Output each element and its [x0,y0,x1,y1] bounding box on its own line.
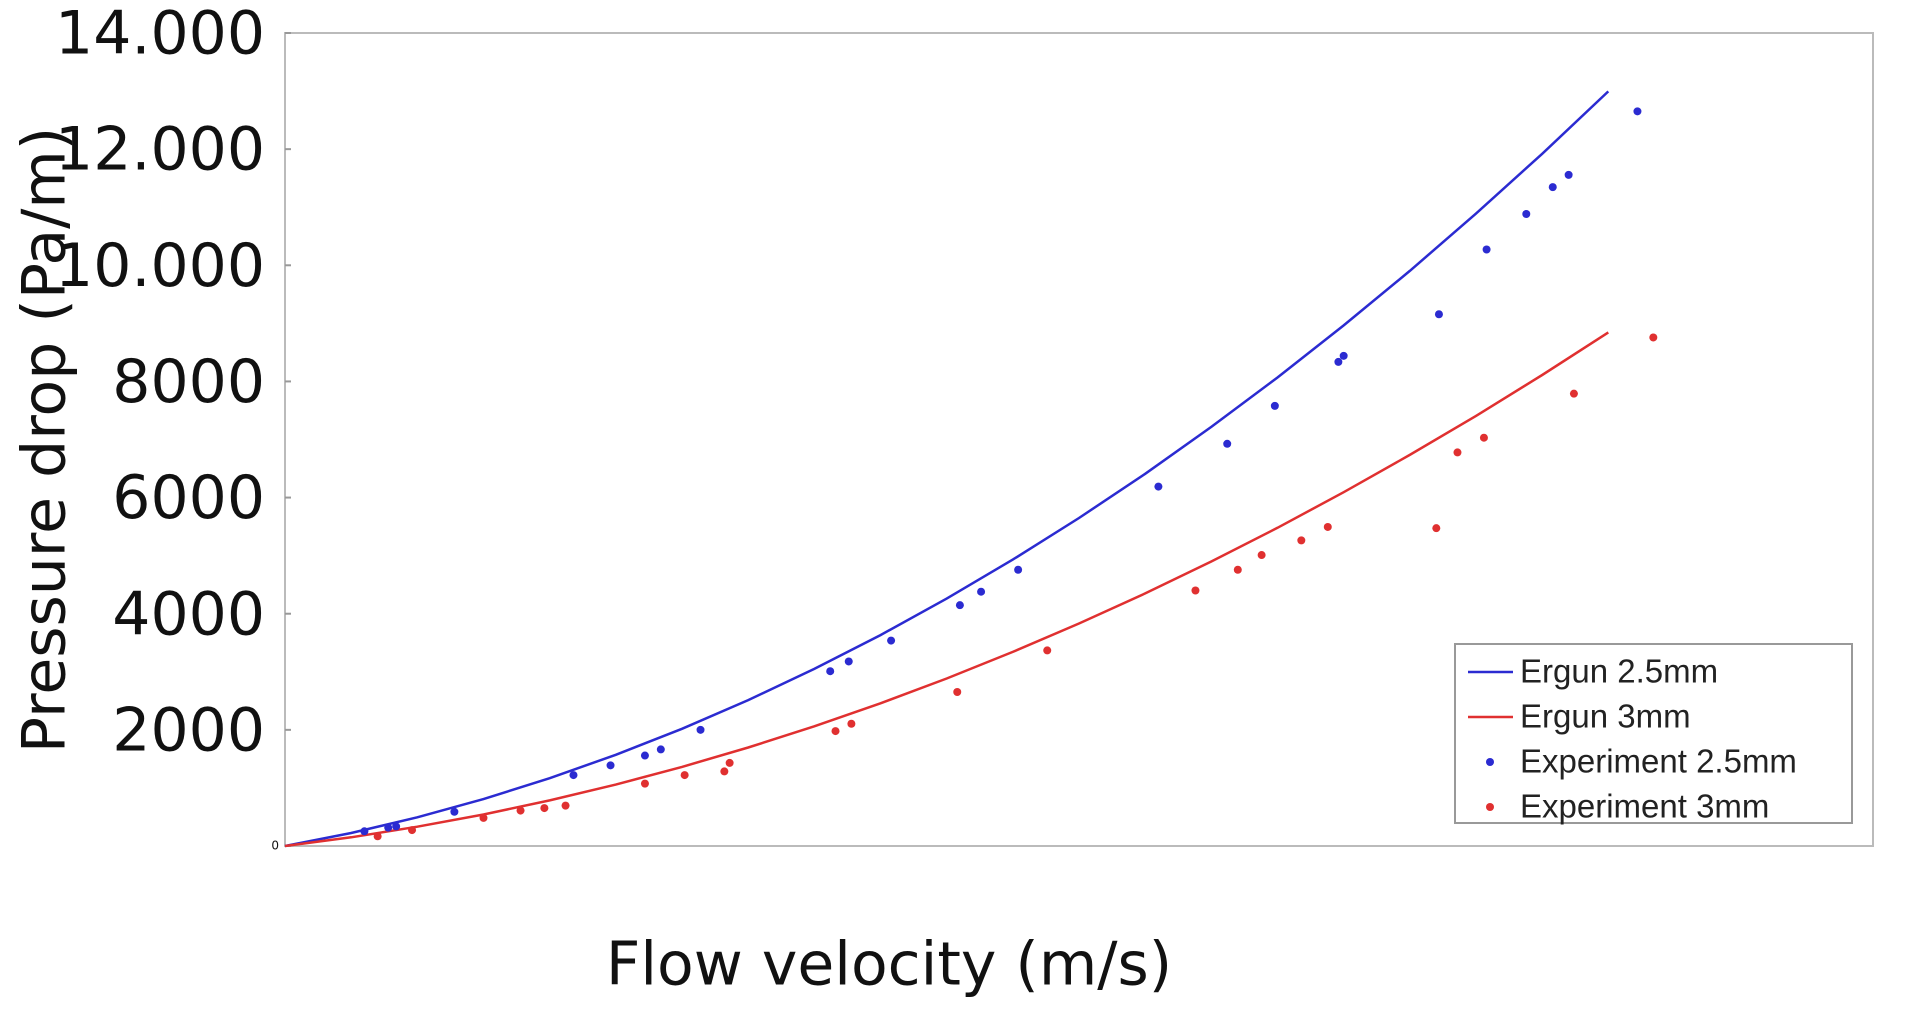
data-point [1223,439,1232,448]
legend-box [1454,643,1853,824]
legend-label: Ergun 3mm [1520,698,1691,735]
data-point [392,822,401,831]
data-point [1334,357,1343,366]
data-point [953,687,962,696]
y-tick-label: 12.000 [55,115,265,185]
data-point [1297,536,1306,545]
data-point [540,804,549,813]
data-point [1014,565,1023,574]
data-point [680,771,689,780]
x-axis-title: Flow velocity (m/s) [606,930,1172,1000]
data-point [1434,310,1443,319]
y-axis-title: Pressure drop (Pa/m) [10,127,80,753]
data-point [844,657,853,666]
plot-frame [284,32,1874,847]
data-point [1633,107,1642,116]
data-point [1233,565,1242,574]
data-point [887,636,896,645]
data-point [1257,551,1266,560]
data-point [1270,401,1279,410]
data-point [1569,389,1578,398]
data-point [373,832,382,841]
data-point [1479,433,1488,442]
y-tick-label: 10.000 [55,231,265,301]
data-point [1323,522,1332,531]
data-point [450,807,459,816]
legend-label: Experiment 2.5mm [1520,743,1797,780]
data-point [1339,351,1348,360]
data-point [479,813,488,822]
data-point [640,751,649,760]
data-point [955,601,964,610]
data-point [1649,333,1658,342]
y-tick-label: 0 [271,839,279,853]
data-point [977,587,986,596]
data-point [1453,448,1462,457]
data-point [725,758,734,767]
series-line [284,90,1610,848]
series-line [284,331,1609,848]
data-point [720,767,729,776]
legend-label: Ergun 2.5mm [1520,653,1718,690]
data-point [606,761,615,770]
data-point [831,727,840,736]
data-point [1548,183,1557,192]
data-point [408,826,417,835]
data-point [1564,170,1573,179]
legend: Ergun 2.5mm Ergun 3mm Experiment 2.5mm Expe… [1454,643,1853,825]
data-point [826,667,835,676]
data-point [1482,245,1491,254]
y-tick-label: 4000 [112,579,265,649]
data-point [561,801,570,810]
legend-swatch [1486,803,1494,811]
y-tick-label: 2000 [112,695,265,765]
data-point [1154,482,1163,491]
y-tick-label: 8000 [112,347,265,417]
data-point [1432,524,1441,533]
data-point [516,806,525,815]
y-tick-label: 14.000 [55,0,265,69]
data-point [360,827,369,836]
data-point [696,725,705,734]
y-tick-label: 6000 [112,463,265,533]
data-point [656,745,665,754]
data-point [569,771,578,780]
legend-label: Experiment 3mm [1520,788,1769,825]
data-point [1522,210,1531,219]
data-point [847,719,856,728]
data-point [1191,586,1200,595]
data-point [640,779,649,788]
data-point [384,823,393,832]
data-point [1043,646,1052,655]
legend-swatch [1486,758,1494,766]
